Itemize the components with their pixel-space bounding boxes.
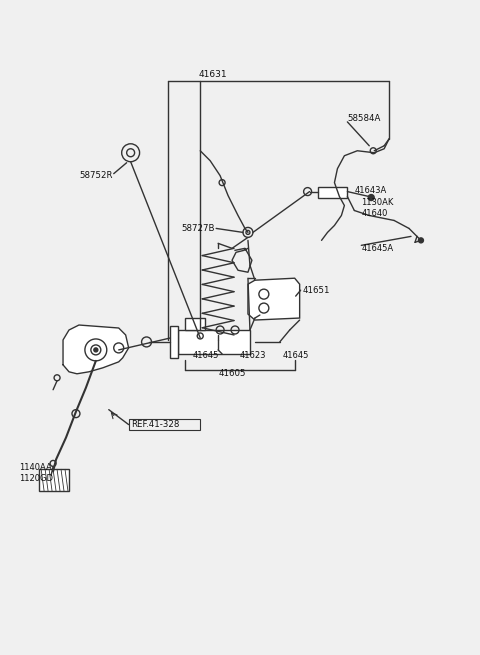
Text: 41645A: 41645A (361, 244, 394, 253)
Text: 58752R: 58752R (79, 171, 113, 180)
Text: 41640: 41640 (361, 209, 388, 218)
Circle shape (419, 238, 423, 243)
Bar (39, 470, 69, 491)
Text: 1140AA: 1140AA (19, 463, 52, 472)
Circle shape (368, 195, 374, 200)
Text: 41645: 41645 (283, 351, 309, 360)
Bar (129, 419, 200, 430)
Text: 58727B: 58727B (181, 224, 215, 233)
Bar (185, 318, 205, 330)
Text: 58584A: 58584A (348, 115, 381, 123)
Text: 41645: 41645 (192, 351, 219, 360)
Text: 41631: 41631 (198, 69, 227, 79)
Text: 41643A: 41643A (354, 186, 386, 195)
Bar (170, 326, 179, 358)
Polygon shape (248, 278, 300, 320)
Polygon shape (63, 325, 129, 374)
Text: 1120GD: 1120GD (19, 474, 53, 483)
Text: 41623: 41623 (240, 351, 266, 360)
Bar (318, 187, 348, 198)
Text: 1130AK: 1130AK (361, 198, 394, 207)
Text: REF.41-328: REF.41-328 (131, 420, 179, 429)
Text: 41605: 41605 (218, 369, 246, 379)
Bar (179, 330, 250, 354)
Text: 41651: 41651 (302, 286, 330, 295)
Circle shape (94, 348, 98, 352)
